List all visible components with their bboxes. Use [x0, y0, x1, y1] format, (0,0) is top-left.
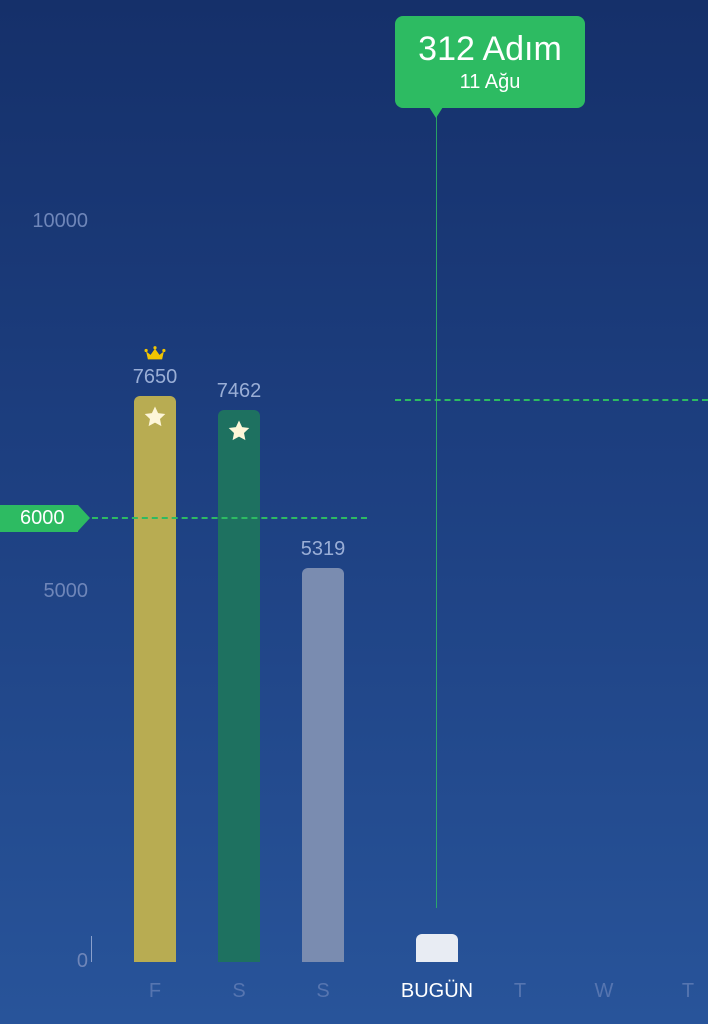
- star-icon: [144, 406, 166, 426]
- x-tick-label[interactable]: F: [148, 980, 162, 1002]
- y-tick-label: 0: [76, 950, 88, 972]
- goal-label: 6000: [20, 507, 65, 529]
- bar[interactable]: [416, 934, 458, 962]
- bar[interactable]: [302, 568, 344, 962]
- bar[interactable]: [134, 395, 176, 962]
- x-tick-label[interactable]: W: [594, 980, 614, 1002]
- reference-line: [395, 399, 708, 401]
- goal-badge: 6000: [0, 505, 78, 532]
- x-tick-label[interactable]: T: [513, 980, 527, 1002]
- star-icon: [228, 420, 250, 440]
- goal-line: [92, 517, 367, 519]
- selection-line: [436, 115, 437, 908]
- y-tick-label: 10000: [32, 210, 88, 232]
- bar-value-label: 7650: [132, 365, 178, 388]
- x-tick-label[interactable]: S: [316, 980, 330, 1002]
- x-tick-label[interactable]: BUGÜN: [400, 980, 474, 1002]
- tooltip-date: 11 Ağu: [459, 71, 521, 93]
- y-tick-label: 5000: [43, 580, 89, 602]
- goal-badge-arrow: [78, 505, 90, 531]
- bar[interactable]: [218, 409, 260, 962]
- tooltip-pointer: [429, 107, 443, 118]
- y-axis-stub: [91, 936, 92, 962]
- bar-value-label: 7462: [216, 379, 262, 402]
- crown-icon: [144, 346, 166, 360]
- x-tick-label[interactable]: S: [232, 980, 246, 1002]
- tooltip-steps: 312 Adım: [418, 30, 562, 68]
- x-tick-label[interactable]: T: [681, 980, 695, 1002]
- tooltip: 312 Adım 11 Ağu: [395, 16, 585, 108]
- bar-value-label: 5319: [300, 538, 346, 561]
